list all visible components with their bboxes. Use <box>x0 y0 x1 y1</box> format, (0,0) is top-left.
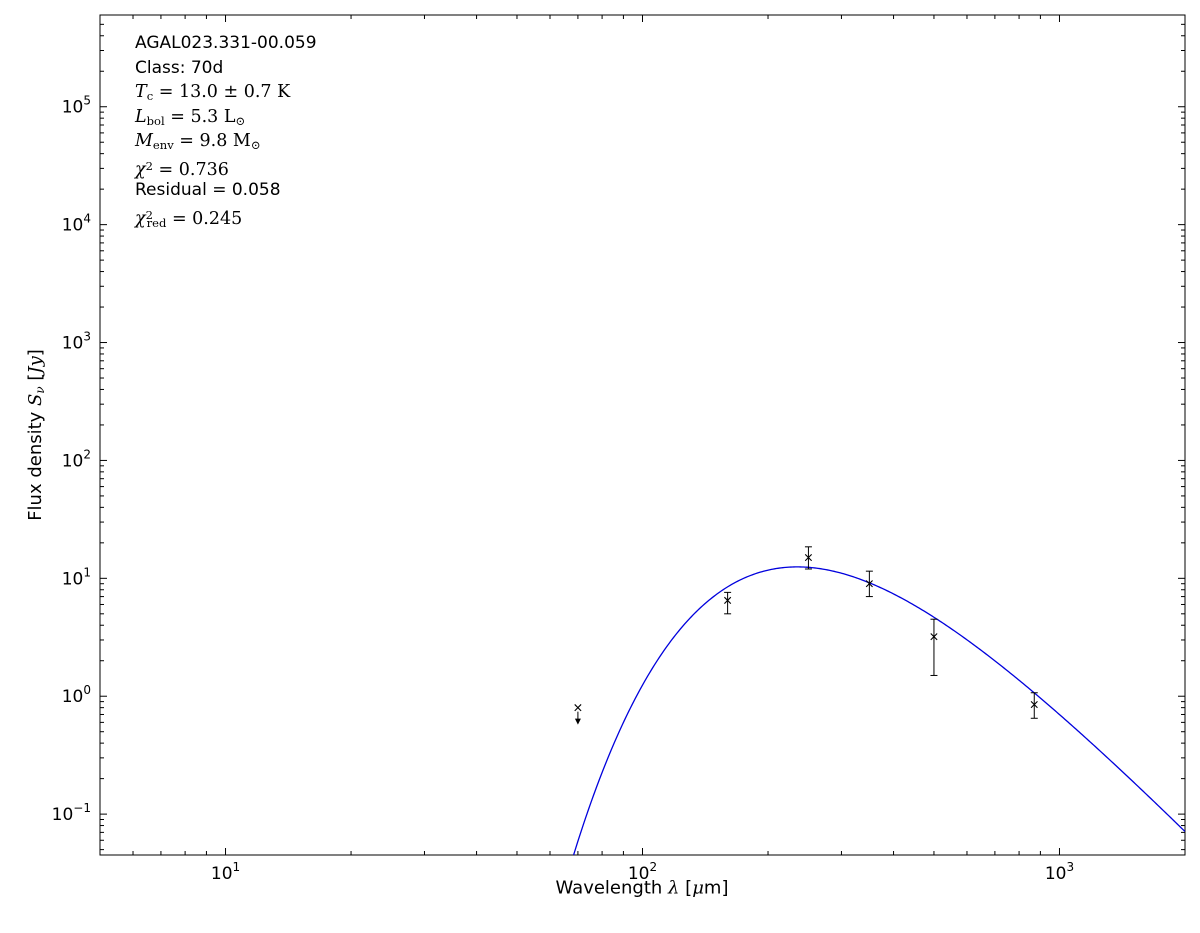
y-tick-label: 102 <box>62 447 91 471</box>
text-segment: = 5.3 L <box>164 106 236 127</box>
y-tick-label: 100 <box>62 683 91 707</box>
x-marker <box>930 633 938 641</box>
text-segment: Wavelength <box>555 877 669 899</box>
text-segment: Flux density <box>25 405 47 521</box>
x-tick-label: 103 <box>1045 860 1074 884</box>
text-segment: c <box>146 88 154 103</box>
upper-limit-point <box>574 704 582 725</box>
text-segment: red <box>146 215 167 230</box>
text-segment: ] <box>25 349 47 357</box>
text-segment: = 9.8 M <box>173 131 251 151</box>
fit-annotation-block: AGAL023.331-00.059 Class: 70d Tc = 13.0 ± … <box>135 31 317 230</box>
plot-border <box>99 14 1186 856</box>
text-segment: T <box>135 82 147 102</box>
text-segment: env <box>152 137 174 152</box>
text-segment: λ <box>668 877 680 899</box>
y-tick-label: 10−1 <box>52 801 91 825</box>
text-segment: [ <box>25 373 47 387</box>
text-segment: Class: 70d <box>135 57 224 78</box>
text-segment: S <box>25 393 47 406</box>
annotation-line: Tc = 13.0 ± 0.7 K <box>135 80 317 105</box>
text-segment: χ <box>135 159 146 180</box>
text-segment: m] <box>703 877 729 899</box>
text-segment: χ <box>135 208 146 229</box>
text-segment: = 0.736 <box>152 159 229 180</box>
y-tick-label: 101 <box>62 565 91 589</box>
annotation-line: χ2red = 0.245 <box>135 203 317 230</box>
annotation-line: Class: 70d <box>135 56 317 81</box>
text-segment: ⊙ <box>250 137 261 152</box>
annotation-line: Menv = 9.8 M⊙ <box>135 129 317 154</box>
x-marker <box>574 704 582 712</box>
text-segment: ν <box>32 386 47 394</box>
text-segment: = 13.0 ± 0.7 K <box>153 82 291 102</box>
text-segment: M <box>135 131 153 151</box>
text-segment: [ <box>679 877 693 899</box>
annotation-line: χ2 = 0.736 <box>135 154 317 180</box>
text-segment: bol <box>146 113 165 128</box>
text-segment: L <box>135 106 147 127</box>
text-segment: ⊙ <box>235 113 246 128</box>
y-axis-label: Flux density Sν [Jy] <box>25 349 47 521</box>
data-point <box>930 618 938 676</box>
fit-curve <box>572 566 1185 855</box>
text-segment: 2 <box>145 158 153 173</box>
x-tick-label: 101 <box>211 860 240 884</box>
data-point <box>724 591 732 615</box>
y-tick-label: 104 <box>62 212 91 236</box>
x-marker <box>865 580 873 588</box>
y-tick-label: 105 <box>62 94 91 118</box>
text-segment: Jy <box>25 356 47 374</box>
data-point <box>804 546 813 570</box>
annotation-line: Lbol = 5.3 L⊙ <box>135 105 317 130</box>
upper-limit-arrowhead <box>574 718 581 725</box>
text-segment: μ <box>692 877 704 899</box>
x-marker <box>724 596 732 604</box>
x-axis-label: Wavelength λ [μm] <box>556 878 729 899</box>
text-segment: Residual = 0.058 <box>135 180 281 200</box>
data-point <box>1030 692 1038 719</box>
y-tick-label: 103 <box>62 330 91 354</box>
text-segment: 2 <box>145 207 153 222</box>
x-marker <box>804 553 813 562</box>
x-marker <box>1030 700 1038 709</box>
data-point <box>865 570 873 598</box>
text-segment: AGAL023.331-00.059 <box>135 33 317 53</box>
text-segment: = 0.245 <box>166 208 243 229</box>
annotation-line: AGAL023.331-00.059 <box>135 31 317 56</box>
annotation-line: Residual = 0.058 <box>135 178 317 203</box>
